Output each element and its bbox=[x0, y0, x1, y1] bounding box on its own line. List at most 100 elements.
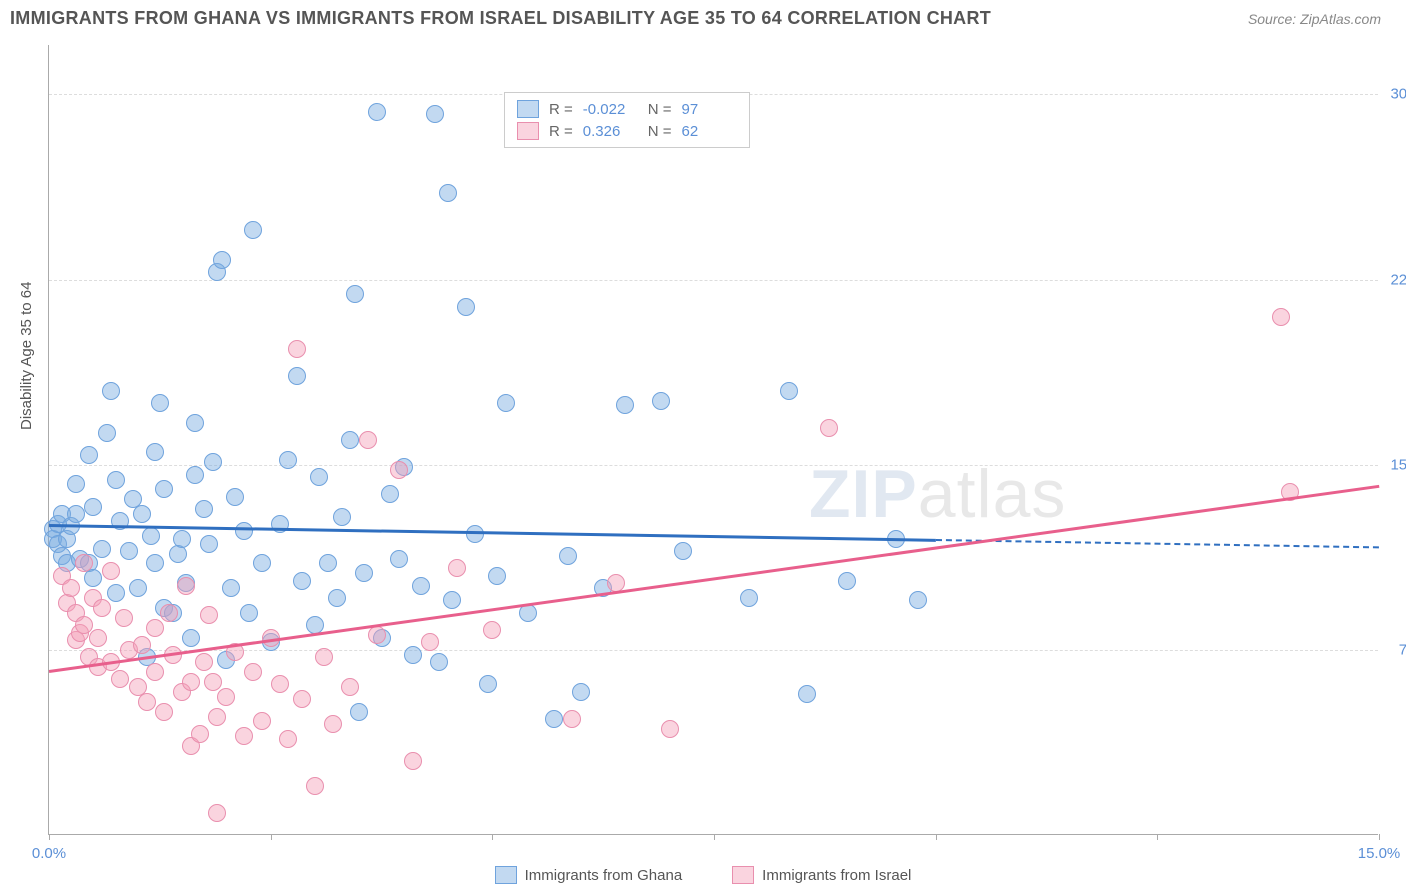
page-header: IMMIGRANTS FROM GHANA VS IMMIGRANTS FROM… bbox=[0, 0, 1406, 37]
x-tick-label: 0.0% bbox=[32, 845, 66, 862]
n-value-israel: 62 bbox=[682, 123, 737, 140]
y-axis-label: Disability Age 35 to 64 bbox=[18, 282, 35, 430]
chart-title: IMMIGRANTS FROM GHANA VS IMMIGRANTS FROM… bbox=[10, 8, 991, 29]
x-tick bbox=[492, 834, 493, 840]
data-point-israel bbox=[217, 688, 235, 706]
r-value-ghana: -0.022 bbox=[583, 101, 638, 118]
data-point-ghana bbox=[545, 710, 563, 728]
data-point-ghana bbox=[155, 480, 173, 498]
data-point-ghana bbox=[235, 522, 253, 540]
data-point-ghana bbox=[319, 554, 337, 572]
data-point-ghana bbox=[674, 542, 692, 560]
data-point-ghana bbox=[293, 572, 311, 590]
swatch-israel bbox=[517, 122, 539, 140]
source-prefix: Source: bbox=[1248, 11, 1300, 27]
data-point-ghana bbox=[404, 646, 422, 664]
data-point-ghana bbox=[146, 554, 164, 572]
data-point-ghana bbox=[102, 382, 120, 400]
data-point-ghana bbox=[146, 443, 164, 461]
data-point-israel bbox=[155, 703, 173, 721]
data-point-ghana bbox=[93, 540, 111, 558]
data-point-israel bbox=[133, 636, 151, 654]
data-point-israel bbox=[195, 653, 213, 671]
data-point-ghana bbox=[572, 683, 590, 701]
data-point-israel bbox=[404, 752, 422, 770]
data-point-ghana bbox=[430, 653, 448, 671]
stats-row-ghana: R =-0.022N =97 bbox=[517, 98, 737, 120]
data-point-ghana bbox=[909, 591, 927, 609]
data-point-ghana bbox=[213, 251, 231, 269]
r-label: R = bbox=[549, 123, 573, 140]
legend-label-israel: Immigrants from Israel bbox=[762, 867, 911, 884]
gridline bbox=[49, 650, 1378, 651]
data-point-ghana bbox=[497, 394, 515, 412]
data-point-israel bbox=[182, 673, 200, 691]
data-point-ghana bbox=[443, 591, 461, 609]
data-point-israel bbox=[271, 675, 289, 693]
data-point-ghana bbox=[479, 675, 497, 693]
watermark-text: ZIPatlas bbox=[809, 455, 1066, 533]
data-point-ghana bbox=[439, 184, 457, 202]
data-point-ghana bbox=[488, 567, 506, 585]
trend-line bbox=[49, 484, 1379, 672]
data-point-israel bbox=[62, 579, 80, 597]
data-point-israel bbox=[483, 621, 501, 639]
watermark-bold: ZIP bbox=[809, 456, 918, 532]
y-tick-label: 7.5% bbox=[1399, 641, 1406, 658]
r-value-israel: 0.326 bbox=[583, 123, 638, 140]
data-point-israel bbox=[146, 663, 164, 681]
data-point-israel bbox=[160, 604, 178, 622]
data-point-israel bbox=[288, 340, 306, 358]
series-legend: Immigrants from GhanaImmigrants from Isr… bbox=[0, 866, 1406, 884]
data-point-ghana bbox=[333, 508, 351, 526]
data-point-ghana bbox=[107, 471, 125, 489]
data-point-israel bbox=[448, 559, 466, 577]
data-point-ghana bbox=[80, 446, 98, 464]
x-tick bbox=[49, 834, 50, 840]
data-point-israel bbox=[820, 419, 838, 437]
data-point-israel bbox=[208, 804, 226, 822]
gridline bbox=[49, 280, 1378, 281]
data-point-israel bbox=[253, 712, 271, 730]
data-point-ghana bbox=[780, 382, 798, 400]
correlation-stats-legend: R = -0.022 N = 97 R = 0.326 N = 62 bbox=[504, 92, 750, 148]
data-point-ghana bbox=[279, 451, 297, 469]
data-point-ghana bbox=[346, 285, 364, 303]
scatter-chart: ZIPatlas R =-0.022N =97R =0.326N =62 7.5… bbox=[48, 45, 1378, 835]
data-point-ghana bbox=[186, 414, 204, 432]
n-value-ghana: 97 bbox=[682, 101, 737, 118]
data-point-ghana bbox=[173, 530, 191, 548]
data-point-israel bbox=[661, 720, 679, 738]
data-point-ghana bbox=[240, 604, 258, 622]
data-point-israel bbox=[146, 619, 164, 637]
data-point-israel bbox=[200, 606, 218, 624]
data-point-israel bbox=[359, 431, 377, 449]
y-tick-label: 15.0% bbox=[1390, 456, 1406, 473]
data-point-israel bbox=[563, 710, 581, 728]
data-point-ghana bbox=[133, 505, 151, 523]
data-point-israel bbox=[279, 730, 297, 748]
data-point-israel bbox=[204, 673, 222, 691]
x-tick-label: 15.0% bbox=[1358, 845, 1401, 862]
data-point-israel bbox=[390, 461, 408, 479]
x-tick bbox=[1379, 834, 1380, 840]
r-label: R = bbox=[549, 101, 573, 118]
data-point-israel bbox=[1272, 308, 1290, 326]
data-point-ghana bbox=[466, 525, 484, 543]
data-point-ghana bbox=[740, 589, 758, 607]
data-point-ghana bbox=[310, 468, 328, 486]
n-label: N = bbox=[648, 123, 672, 140]
data-point-ghana bbox=[328, 589, 346, 607]
data-point-ghana bbox=[244, 221, 262, 239]
data-point-israel bbox=[315, 648, 333, 666]
data-point-ghana bbox=[200, 535, 218, 553]
data-point-ghana bbox=[142, 527, 160, 545]
data-point-israel bbox=[89, 629, 107, 647]
watermark-thin: atlas bbox=[918, 456, 1067, 532]
swatch-ghana bbox=[517, 100, 539, 118]
data-point-ghana bbox=[222, 579, 240, 597]
stats-row-israel: R = 0.326 N = 62 bbox=[517, 120, 737, 142]
data-point-ghana bbox=[381, 485, 399, 503]
data-point-ghana bbox=[616, 396, 634, 414]
data-point-ghana bbox=[120, 542, 138, 560]
